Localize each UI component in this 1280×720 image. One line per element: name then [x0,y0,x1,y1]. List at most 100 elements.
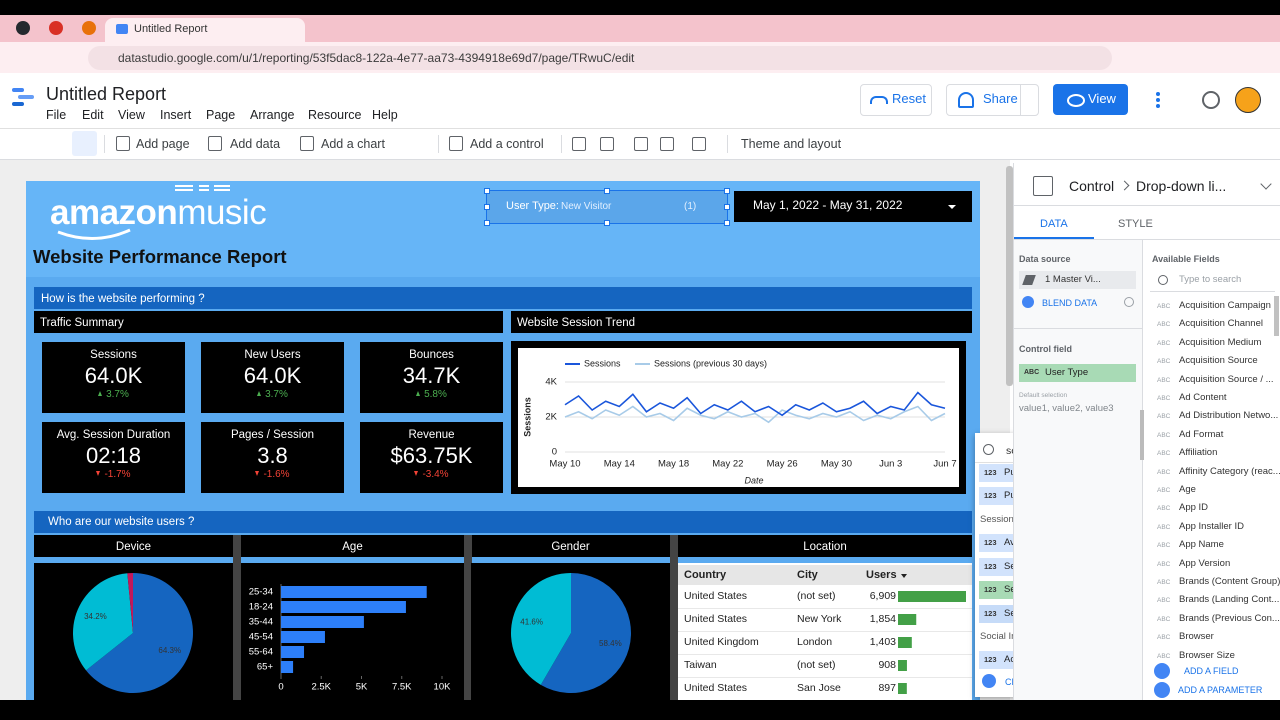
kpi-delta-text: 3.7% [265,389,288,400]
toolbar-separator [561,135,562,153]
field-name[interactable]: Acquisition Source [1179,355,1258,367]
field-name[interactable]: App Name [1179,539,1224,551]
field-name[interactable]: Acquisition Source / ... [1179,373,1274,385]
kpi-card [201,422,344,493]
kpi-delta: -3.4% [360,469,503,481]
menu-item[interactable]: File [46,108,67,122]
toolbar-item[interactable]: Theme and layout [741,137,842,151]
toolbar-item[interactable]: Add data [230,137,281,151]
toolbar-icon [300,136,314,151]
toolbar-item[interactable]: Add page [136,137,190,151]
logo-word: music [177,193,267,232]
field-name[interactable]: Browser Size [1179,649,1235,661]
kpi-value: 64.0K [84,363,143,388]
kpi-label: Bounces [409,349,454,361]
panel-header [678,535,972,557]
cell-country: United Kingdom [684,636,759,648]
panel-title: Traffic Summary [40,317,124,329]
kpi-card [201,342,344,413]
filter-label: User Type: [506,200,559,212]
cell-city: (not set) [797,659,836,671]
field-name[interactable]: Acquisition Medium [1179,336,1262,348]
help-icon[interactable] [1202,91,1220,109]
date-range-text: May 1, 2022 - May 31, 2022 [753,198,903,212]
kpi-delta-text: -3.4% [422,469,449,480]
field-badge: ABC [1157,303,1171,310]
field-name[interactable]: Brands (Landing Cont... [1179,594,1280,606]
field-badge: ABC [1157,468,1171,476]
toolbar-icon [208,136,222,151]
field-name[interactable]: App ID [1179,502,1209,514]
panel-title: Website Session Trend [517,317,636,329]
blend-data[interactable]: BLEND DATA [1042,298,1098,308]
filter-count: (1) [684,201,697,212]
date-range[interactable] [734,191,972,222]
left-column [1014,240,1142,700]
tab[interactable]: STYLE [1118,218,1153,230]
panel-title: Location [803,541,847,553]
field-name[interactable]: Ad Distribution Netwo... [1179,410,1279,422]
bottom-bar [0,700,1280,720]
field-badge: ABC [1157,634,1171,642]
menu-item[interactable]: Resource [308,108,362,122]
menu-item[interactable]: Insert [160,108,192,122]
panel-header [34,535,233,557]
field-name[interactable]: Browser [1179,631,1214,643]
field-name[interactable]: Acquisition Campaign [1179,300,1271,311]
reset-button[interactable] [860,84,932,116]
field-name[interactable]: Ad Content [1179,392,1227,403]
data-source-box[interactable] [1019,271,1136,289]
field-name[interactable]: Brands (Content Group) [1179,576,1280,587]
menu-item[interactable]: Page [206,108,236,122]
field-search[interactable]: Type to search [1179,274,1242,285]
field-name[interactable]: Acquisition Channel [1179,318,1263,330]
field-name[interactable]: Age [1179,484,1196,495]
field-badge: ABC [1157,542,1171,550]
field-name[interactable]: App Version [1179,557,1231,569]
toolbar-item[interactable]: Add a chart [321,137,385,151]
field-badge: ABC [1157,652,1171,660]
tab[interactable]: DATA [1040,218,1068,230]
kpi-arrow [98,391,103,396]
share-button[interactable] [946,84,1039,116]
select-tool[interactable] [72,131,97,156]
logo-bar [18,95,34,99]
search-icon [1158,275,1168,285]
add-parameter[interactable]: ADD A PARAMETER [1178,685,1263,695]
menu-item[interactable]: Help [372,108,398,122]
kpi-delta: -1.6% [201,469,344,481]
field-badge: ABC [1157,321,1171,329]
field-name[interactable]: Ad Format [1179,428,1224,440]
panel-header [511,311,972,333]
view-button[interactable] [1053,84,1128,115]
menu-item[interactable]: Arrange [250,108,295,122]
field-name[interactable]: App Installer ID [1179,520,1244,532]
share-label: Share [983,91,1018,106]
tab-underline [1014,237,1094,239]
field-badge: ABC [1157,523,1171,531]
selection-handle [604,188,610,194]
cell-users: 908 [878,659,896,671]
view-label: View [1088,91,1116,106]
menu-item[interactable]: View [118,108,145,122]
avatar[interactable] [1235,87,1261,113]
toolbar-item[interactable]: Add a control [470,137,544,151]
table-row-line [678,654,972,655]
column-header: City [797,569,818,581]
menu-item[interactable]: Edit [82,108,104,122]
field-name[interactable]: Affinity Category (reac... [1179,465,1280,477]
field-badge: ABC [1157,395,1171,402]
panel-body [241,563,464,700]
table-row-line [678,608,972,609]
table-row-line [678,631,972,632]
tab[interactable] [105,18,305,42]
cell-users: 1,403 [869,636,896,648]
column-header: Users [866,569,897,581]
add-field[interactable]: ADD A FIELD [1184,666,1239,676]
header-divider [1014,205,1280,206]
field-name[interactable]: Brands (Previous Con... [1179,612,1280,624]
control-field-box[interactable] [1019,364,1136,382]
sort-indicator [901,574,907,578]
field-name[interactable]: Affiliation [1179,447,1218,459]
url-box[interactable] [88,46,1112,70]
